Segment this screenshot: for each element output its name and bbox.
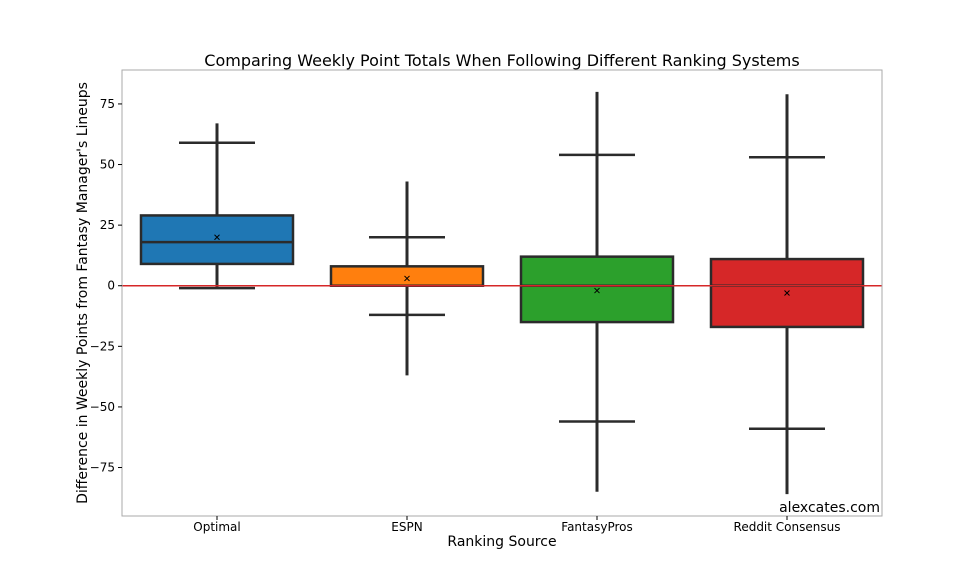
y-tick-label: 75	[100, 97, 115, 111]
box-iqr	[519, 255, 675, 324]
y-axis-label: Difference in Weekly Points from Fantasy…	[75, 82, 91, 504]
y-tick-label: −75	[90, 461, 115, 475]
x-tick-label: Reddit Consensus	[734, 520, 841, 534]
box-iqr	[329, 265, 485, 287]
x-tick-label: FantasyPros	[561, 520, 632, 534]
box-iqr	[139, 214, 295, 266]
mean-marker	[594, 287, 600, 294]
y-tick-label: 50	[100, 158, 115, 172]
x-axis: Optimal ESPN FantasyPros Reddit Consensus	[193, 516, 840, 534]
x-tick-label: Optimal	[193, 520, 240, 534]
chart-title: Comparing Weekly Point Totals When Follo…	[204, 51, 799, 70]
x-tick-label: ESPN	[391, 520, 422, 534]
x-axis-label: Ranking Source	[447, 534, 556, 550]
plot-area	[122, 91, 882, 495]
y-tick-label: −25	[90, 339, 115, 353]
box-optimal	[139, 123, 295, 290]
y-tick-label: −50	[90, 400, 115, 414]
mean-marker	[784, 290, 790, 296]
y-axis: −75 −50 −25 0 25 50 75	[90, 97, 122, 475]
plot-frame	[121, 69, 883, 517]
y-tick-label: 25	[100, 218, 115, 232]
box-reddit-consensus	[709, 94, 865, 495]
box-espn	[329, 181, 485, 376]
mean-marker	[404, 275, 410, 282]
y-tick-label: 0	[107, 279, 115, 293]
watermark: alexcates.com	[779, 500, 880, 516]
mean-marker	[214, 234, 220, 241]
box-fantasypros	[519, 91, 675, 492]
